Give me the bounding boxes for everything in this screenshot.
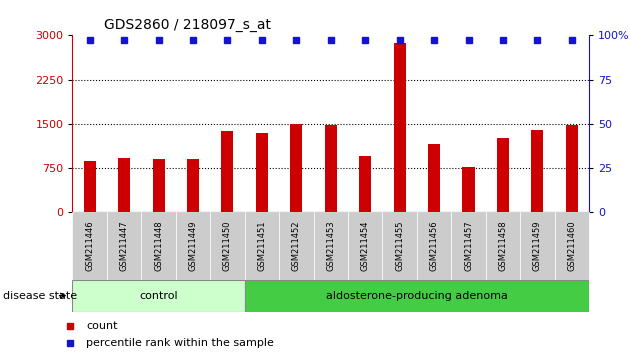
- Bar: [221, 131, 234, 212]
- Bar: [244, 280, 589, 312]
- Text: aldosterone-producing adenoma: aldosterone-producing adenoma: [326, 291, 508, 301]
- Text: percentile rank within the sample: percentile rank within the sample: [86, 338, 274, 348]
- Bar: [348, 212, 382, 280]
- Text: GSM211447: GSM211447: [120, 221, 129, 272]
- Bar: [72, 280, 244, 312]
- Bar: [486, 212, 520, 280]
- Text: GSM211452: GSM211452: [292, 221, 301, 271]
- Text: GDS2860 / 218097_s_at: GDS2860 / 218097_s_at: [104, 18, 271, 32]
- Text: GSM211460: GSM211460: [568, 221, 576, 272]
- Bar: [72, 212, 107, 280]
- Text: disease state: disease state: [3, 291, 77, 301]
- Text: GSM211455: GSM211455: [395, 221, 404, 271]
- Text: GSM211454: GSM211454: [361, 221, 370, 271]
- Bar: [176, 212, 210, 280]
- Bar: [118, 158, 130, 212]
- Bar: [244, 212, 279, 280]
- Text: GSM211456: GSM211456: [430, 221, 438, 272]
- Bar: [314, 212, 348, 280]
- Bar: [497, 138, 509, 212]
- Bar: [152, 159, 164, 212]
- Bar: [531, 130, 544, 212]
- Bar: [554, 212, 589, 280]
- Text: GSM211457: GSM211457: [464, 221, 473, 272]
- Bar: [451, 212, 486, 280]
- Text: count: count: [86, 321, 118, 331]
- Text: GSM211458: GSM211458: [498, 221, 507, 272]
- Bar: [256, 133, 268, 212]
- Bar: [290, 125, 302, 212]
- Text: GSM211449: GSM211449: [188, 221, 197, 271]
- Bar: [566, 125, 578, 212]
- Text: GSM211453: GSM211453: [326, 221, 335, 272]
- Bar: [141, 212, 176, 280]
- Bar: [462, 167, 474, 212]
- Bar: [84, 161, 96, 212]
- Bar: [520, 212, 554, 280]
- Bar: [394, 43, 406, 212]
- Bar: [324, 125, 337, 212]
- Text: GSM211459: GSM211459: [533, 221, 542, 271]
- Bar: [428, 144, 440, 212]
- Bar: [279, 212, 314, 280]
- Bar: [107, 212, 141, 280]
- Bar: [187, 159, 199, 212]
- Bar: [382, 212, 417, 280]
- Bar: [359, 156, 371, 212]
- Bar: [417, 212, 451, 280]
- Text: GSM211451: GSM211451: [258, 221, 266, 271]
- Text: GSM211446: GSM211446: [85, 221, 94, 272]
- Text: GSM211448: GSM211448: [154, 221, 163, 272]
- Bar: [210, 212, 244, 280]
- Text: GSM211450: GSM211450: [223, 221, 232, 271]
- Text: control: control: [139, 291, 178, 301]
